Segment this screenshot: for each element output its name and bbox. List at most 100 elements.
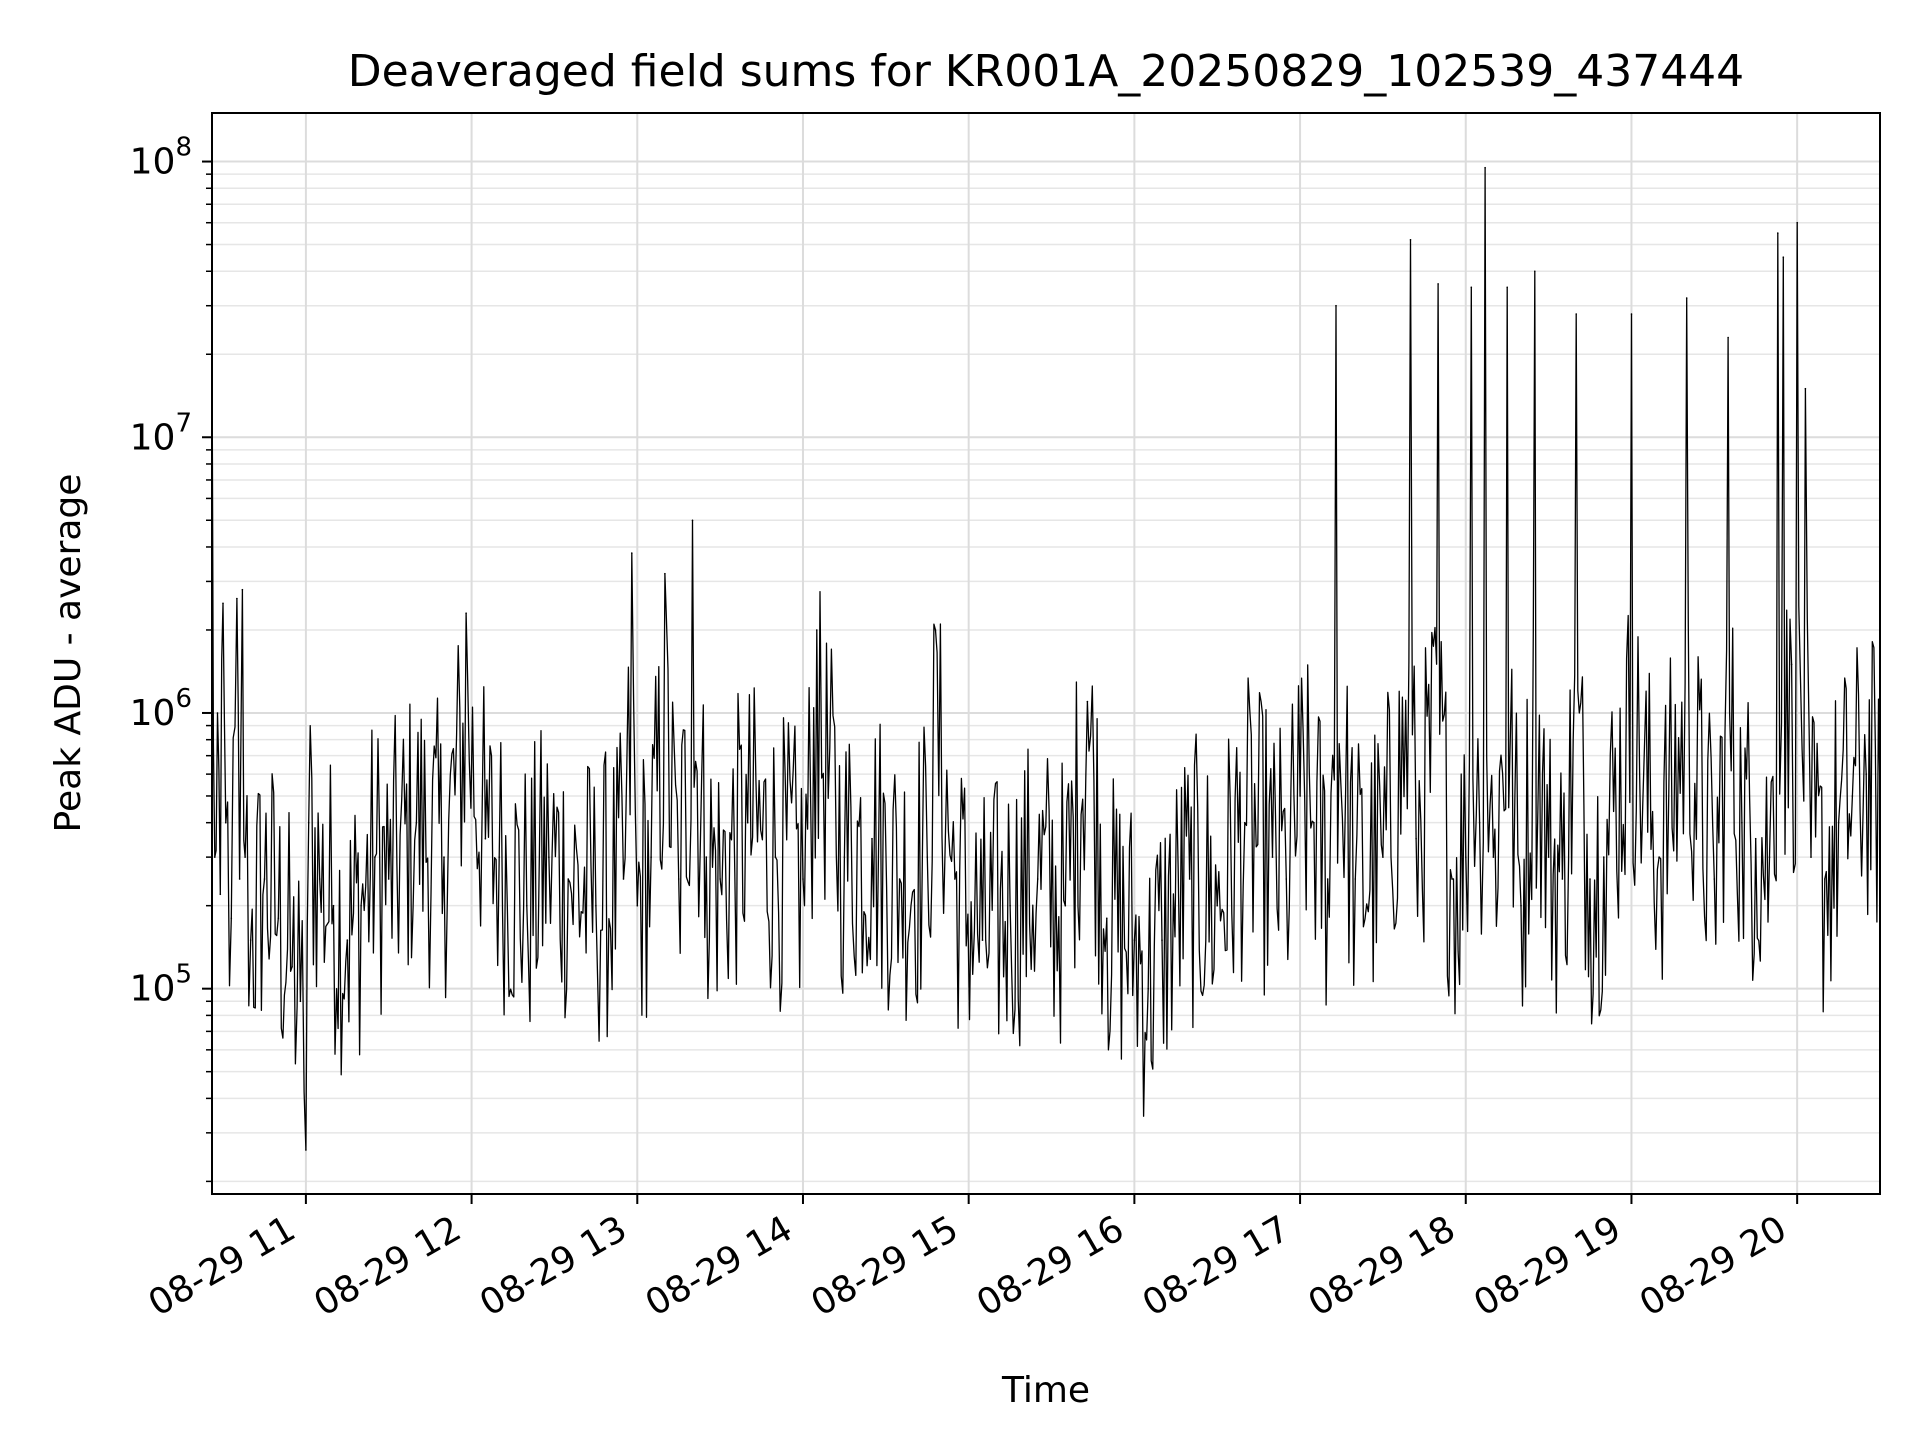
series-line-0: [211, 167, 1881, 1151]
data-point: [802, 878, 804, 880]
data-point: [1299, 795, 1301, 797]
data-point: [1768, 856, 1771, 858]
data-point: [1782, 256, 1785, 259]
x-axis-label: Time: [1001, 1370, 1090, 1411]
data-point: [1133, 939, 1136, 941]
y-tick-label: 107: [130, 408, 192, 458]
data-point: [222, 602, 224, 605]
data-point: [1415, 837, 1417, 840]
series-layer: [211, 166, 1881, 1151]
data-point: [305, 1149, 307, 1151]
data-point: [230, 917, 233, 920]
data-point: [1796, 221, 1798, 224]
data-point: [1106, 917, 1108, 920]
data-point: [1790, 663, 1793, 666]
data-point: [1777, 232, 1779, 234]
data-point: [1478, 821, 1481, 824]
data-point: [1271, 856, 1274, 858]
data-point: [318, 878, 321, 880]
data-point: [1713, 878, 1716, 880]
data-point: [1470, 286, 1473, 289]
data-point: [1244, 821, 1246, 824]
data-point: [746, 821, 749, 824]
data-point: [1009, 904, 1011, 907]
data-point: [1216, 904, 1218, 907]
grid: [212, 113, 1880, 1194]
data-point: [1409, 239, 1412, 241]
data-point: [415, 821, 418, 824]
data-point: [1313, 821, 1315, 824]
data-point: [443, 856, 445, 858]
data-point: [225, 821, 227, 824]
data-point: [926, 856, 929, 858]
data-point: [1492, 856, 1495, 858]
data-point: [1804, 387, 1807, 390]
data-point: [526, 904, 528, 907]
data-point: [1506, 286, 1508, 289]
data-point: [277, 917, 280, 920]
data-point: [238, 878, 241, 880]
data-point: [816, 629, 818, 631]
data-point: [1086, 700, 1089, 703]
data-point: [1851, 795, 1854, 797]
data-point: [299, 1000, 302, 1003]
data-point: [1630, 313, 1633, 315]
data-point: [498, 856, 501, 858]
data-point: [650, 856, 652, 858]
data-point: [1561, 878, 1564, 880]
data-point: [1188, 878, 1191, 880]
y-tick-label: 108: [130, 133, 192, 183]
data-point: [263, 878, 266, 880]
y-ticks: 105 106 107 108: [130, 133, 212, 1183]
data-point: [214, 856, 216, 858]
data-point: [774, 856, 777, 858]
data-point: [360, 904, 362, 907]
data-point: [705, 856, 708, 858]
data-point: [241, 588, 244, 591]
data-point: [1520, 904, 1522, 907]
data-point: [236, 597, 238, 600]
data-point: [1064, 904, 1067, 907]
data-point: [1335, 304, 1337, 307]
data-point: [484, 837, 487, 840]
data-point: [1837, 821, 1840, 824]
data-point: [898, 878, 901, 880]
data-point: [691, 519, 694, 522]
data-point: [871, 837, 873, 840]
data-point: [1547, 856, 1550, 858]
data-point: [548, 856, 550, 858]
data-point: [1326, 878, 1329, 880]
data-point: [1036, 878, 1039, 880]
data-point: [332, 904, 335, 907]
data-point: [934, 629, 937, 631]
data-point: [664, 572, 666, 575]
data-point: [291, 966, 293, 968]
data-point: [1603, 856, 1605, 858]
data-point: [1727, 336, 1729, 339]
data-point: [1484, 166, 1486, 169]
data-point: [219, 893, 222, 896]
data-point: [981, 939, 984, 941]
data-point: [622, 878, 625, 880]
data-point: [1589, 878, 1591, 880]
data-point: [1465, 856, 1467, 858]
data-point: [1451, 878, 1453, 880]
chart-title: Deaveraged field sums for KR001A_2025082…: [348, 46, 1744, 97]
y-axis-label: Peak ADU - average: [48, 474, 89, 833]
y-tick-label: 106: [130, 684, 192, 734]
data-point: [1741, 821, 1743, 824]
data-point: [1437, 283, 1439, 285]
data-point: [1865, 773, 1867, 775]
data-point: [719, 878, 721, 880]
data-point: [567, 878, 569, 880]
data-point: [1754, 837, 1757, 840]
y-tick-label: 105: [130, 960, 192, 1010]
data-point: [1285, 878, 1288, 880]
data-point: [307, 821, 310, 824]
data-point: [595, 904, 597, 907]
data-point: [1147, 987, 1149, 990]
data-point: [387, 878, 390, 880]
data-point: [1161, 939, 1163, 941]
